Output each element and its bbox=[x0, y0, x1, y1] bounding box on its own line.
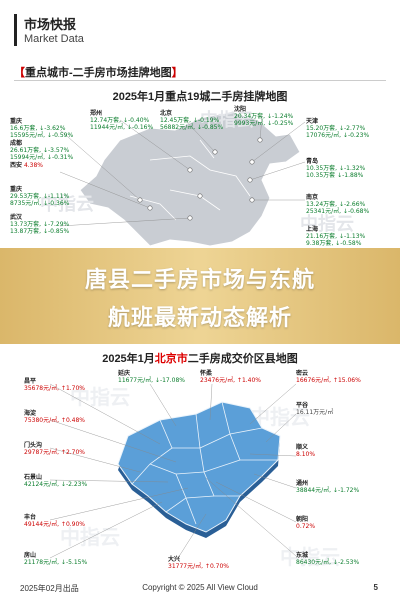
map2-title-rest: 二手房成交价区县地图 bbox=[187, 353, 298, 365]
map1-label-7: 西安 4.38% bbox=[10, 162, 43, 169]
map1-label-11: 武汉 13.73万套, ↓-7.29% 13.87万套, ↓-0.85% bbox=[10, 214, 70, 235]
map2-label-1: 昌平 35678元/㎡, ↑1.70% bbox=[24, 378, 86, 392]
headline-banner: 唐县二手房市场与东航 航班最新动态解析 bbox=[0, 248, 400, 344]
china-map: 中指云 中指云 中指云 bbox=[40, 109, 354, 247]
watermark-6: 中指云 bbox=[60, 525, 120, 549]
watermark-2: 中指云 bbox=[40, 193, 94, 215]
page-number: 5 bbox=[373, 583, 378, 592]
map2-label-2: 延庆 11677元/㎡, ↓-17.08% bbox=[118, 370, 185, 384]
map2-title-year: 2025年1月 bbox=[102, 353, 155, 365]
headline-line-2: 航班最新动态解析 bbox=[107, 305, 292, 330]
header-title: 市场快报 bbox=[24, 17, 77, 32]
footer-copyright: Copyright © 2025 All View Cloud bbox=[142, 583, 258, 592]
map1-label-9: 重庆 29.53万套, ↓-1.11% 8735元/㎡, ↓-0.36% bbox=[10, 186, 70, 207]
report-header: 市场快报 Market Data bbox=[0, 0, 400, 58]
map1-label-4: 北京 12.45万套, ↓-0.19% 56882元/㎡, ↓-0.85% bbox=[160, 110, 224, 131]
map1-label-12: 上海 21.16万套, ↓-1.13% 9.38万套, ↓-0.58% bbox=[306, 226, 366, 247]
watermark-7: 中指云 bbox=[280, 545, 340, 569]
map2-label-8: 顺义 8.10% bbox=[296, 444, 316, 458]
headline-line-1: 唐县二手房市场与东航 bbox=[84, 267, 315, 292]
map1-label-3: 郑州 12.74万套, ↓-0.40% 11944元/㎡, ↓-0.16% bbox=[90, 110, 154, 131]
map2-label-5: 海淀 75380元/㎡, ↑0.48% bbox=[24, 410, 86, 424]
watermark-4: 中指云 bbox=[70, 385, 130, 409]
section-divider bbox=[14, 80, 386, 81]
beijing-map-shape bbox=[117, 401, 281, 533]
watermark-group-2: 中指云 中指云 中指云 中指云 bbox=[60, 385, 340, 569]
section-bracket-close: 】 bbox=[171, 67, 183, 79]
section-heading: 【重点城市-二手房市场挂牌地图】 bbox=[14, 64, 183, 80]
beijing-map: 中指云 中指云 中指云 中指云 bbox=[49, 383, 340, 569]
map2-label-12: 朝阳 0.72% bbox=[296, 516, 316, 530]
map2-label-7: 门头沟 29787元/㎡, ↑2.70% bbox=[24, 442, 86, 456]
page-footer: 2025年02月出品 Copyright © 2025 All View Clo… bbox=[0, 578, 400, 600]
map2-label-3: 怀柔 23476元/㎡, ↑1.40% bbox=[200, 370, 262, 384]
map1-label-8: 青岛 10.35万套, ↓-1.32% 10.35万套 ↓-1.88% bbox=[306, 158, 366, 179]
watermark-1: 中指云 bbox=[200, 109, 254, 131]
map1-label-1: 重庆 16.6万套, ↓-3.62% 15595元/㎡, ↓-0.59% bbox=[10, 118, 74, 139]
map1-label-5: 沈阳 20.34万套, ↓-1.24% 9993元/㎡, ↓-0.25% bbox=[234, 106, 294, 127]
map2-label-13: 房山 21178元/㎡, ↓-5.15% bbox=[24, 552, 88, 566]
map1-title: 2025年1月重点19城二手房挂牌地图 bbox=[112, 91, 288, 103]
watermark-text: 中指云 中指云 中指云 bbox=[40, 109, 354, 235]
map2-label-9: 石景山 42124元/㎡, ↓-2.23% bbox=[24, 474, 88, 488]
map2-title: 2025年1月北京市二手房成交价区县地图 bbox=[0, 350, 400, 366]
map2-label-14: 大兴 31777元/㎡, ↑0.70% bbox=[168, 556, 230, 570]
china-map-shape bbox=[79, 111, 301, 247]
map2-label-4: 密云 16676元/㎡, ↑15.06% bbox=[296, 370, 361, 384]
map2-label-15: 东城 86430元/㎡, ↓-2.53% bbox=[296, 552, 360, 566]
watermark-3: 中指云 bbox=[300, 213, 354, 235]
section-title: 重点城市-二手房市场挂牌地图 bbox=[25, 67, 172, 79]
map1-label-2: 成都 26.61万套, ↓-3.57% 15994元/㎡, ↓-0.31% bbox=[10, 140, 74, 161]
header-accent-bar bbox=[14, 14, 17, 46]
map1-label-6: 天津 15.20万套, ↓-2.77% 17076元/㎡, ↓-0.23% bbox=[306, 118, 370, 139]
footer-date: 2025年02月出品 bbox=[20, 584, 79, 593]
header-subtitle: Market Data bbox=[24, 33, 84, 45]
map2-label-11: 丰台 49144元/㎡, ↑0.90% bbox=[24, 514, 86, 528]
map2-title-city: 北京市 bbox=[154, 353, 188, 365]
map1-label-10: 南京 13.24万套, ↓-2.66% 25341元/㎡, ↓-0.68% bbox=[306, 194, 370, 215]
map2-label-6: 平谷 16.11万元/㎡ bbox=[296, 402, 334, 416]
section-bracket-open: 【 bbox=[14, 67, 25, 79]
map2-label-10: 通州 38844元/㎡, ↓-1.72% bbox=[296, 480, 360, 494]
